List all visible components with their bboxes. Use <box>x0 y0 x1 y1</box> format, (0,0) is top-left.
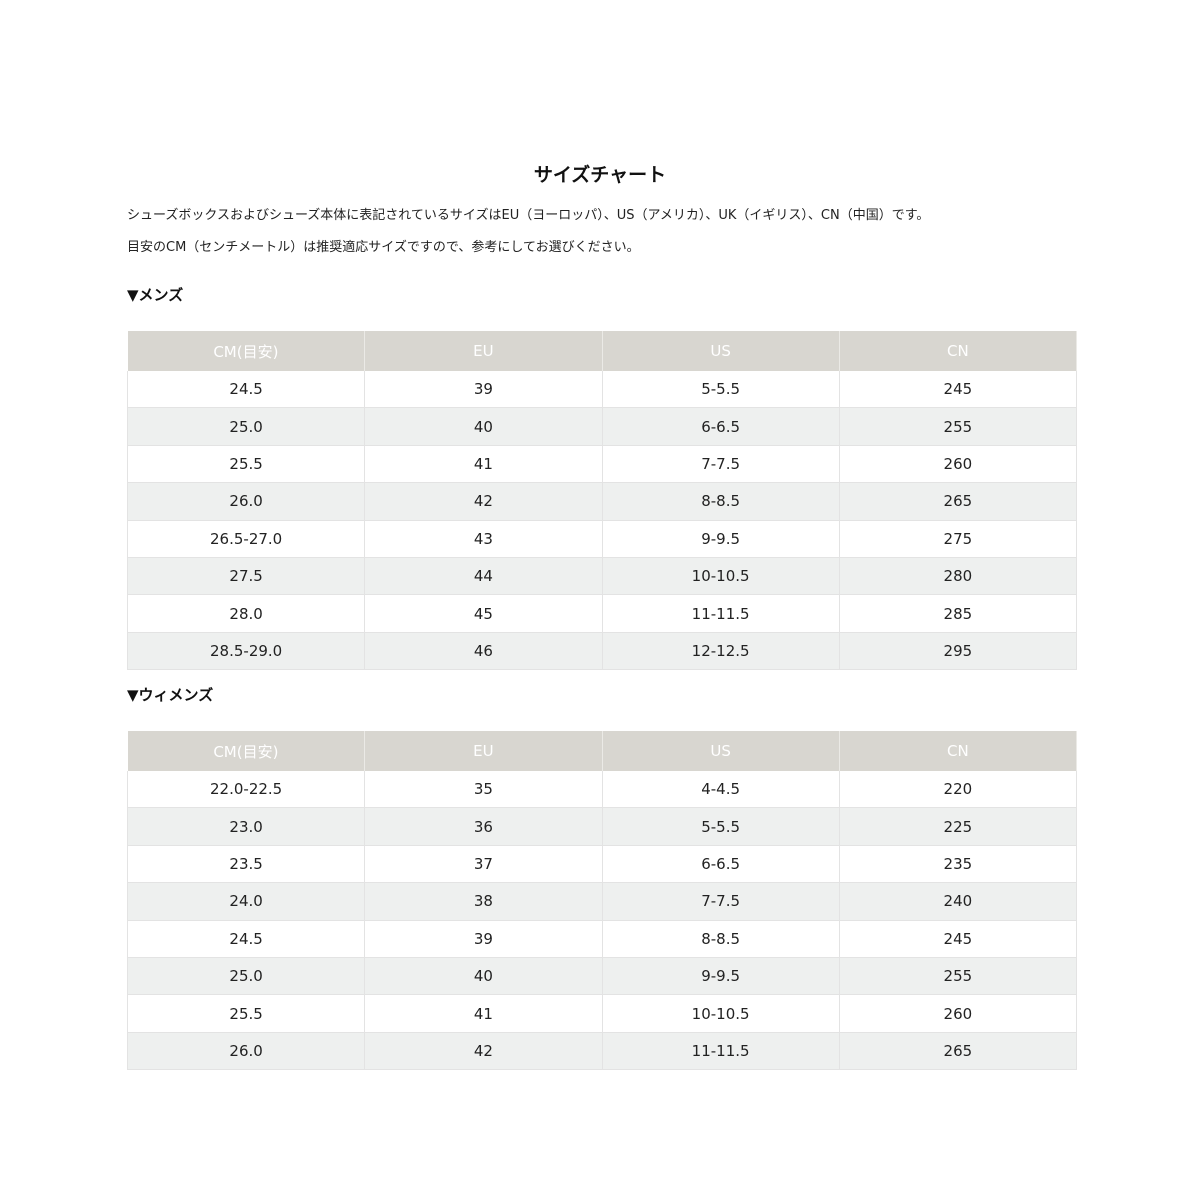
table-cell: 26.0 <box>126 482 366 521</box>
table-cell: 6-6.5 <box>601 407 840 446</box>
table-header-row: CM(目安) EU US CN <box>127 731 1078 771</box>
womens-heading: ▼ウィメンズ <box>127 686 214 704</box>
table-cell: 5-5.5 <box>601 807 840 846</box>
table-cell: 38 <box>364 882 603 921</box>
table-cell: 43 <box>364 520 603 558</box>
table-cell: 9-9.5 <box>601 520 840 558</box>
table-cell: 46 <box>364 632 603 671</box>
table-cell: 255 <box>838 407 1078 446</box>
table-cell: 39 <box>364 371 603 409</box>
table-cell: 26.0 <box>126 1032 366 1071</box>
table-cell: 260 <box>838 994 1078 1033</box>
table-row: 25.5 41 7-7.5 260 <box>126 445 1078 484</box>
table-row: 26.5-27.0 43 9-9.5 275 <box>126 520 1078 558</box>
table-cell: 44 <box>364 557 603 596</box>
page-title: サイズチャート <box>533 164 667 186</box>
table-cell: 25.5 <box>126 994 366 1033</box>
table-cell: 5-5.5 <box>601 371 840 409</box>
table-cell: 25.5 <box>126 445 366 484</box>
table-cell: 8-8.5 <box>601 920 840 958</box>
table-cell: 260 <box>838 445 1078 484</box>
table-row: 28.5-29.0 46 12-12.5 295 <box>126 632 1078 671</box>
table-cell: 235 <box>838 845 1078 884</box>
table-cell: 42 <box>364 482 603 521</box>
table-cell: 265 <box>838 1032 1078 1071</box>
table-cell: 10-10.5 <box>601 557 840 596</box>
table-cell: 9-9.5 <box>601 957 840 996</box>
table-cell: 225 <box>838 807 1078 846</box>
table-cell: 295 <box>838 632 1078 671</box>
table-row: 25.0 40 6-6.5 255 <box>126 407 1078 446</box>
table-cell: 45 <box>364 594 603 633</box>
column-header: US <box>602 331 840 371</box>
table-cell: 39 <box>364 920 603 958</box>
intro-line-2: 目安のCM（センチメートル）は推奨適応サイズですので、参考にしてお選びください。 <box>127 240 640 255</box>
column-header: EU <box>364 731 603 771</box>
column-header: CM(目安) <box>127 331 366 371</box>
table-cell: 25.0 <box>126 957 366 996</box>
table-cell: 40 <box>364 407 603 446</box>
table-cell: 220 <box>838 771 1078 809</box>
column-header: CM(目安) <box>127 731 366 771</box>
table-cell: 41 <box>364 445 603 484</box>
table-cell: 6-6.5 <box>601 845 840 884</box>
table-cell: 27.5 <box>126 557 366 596</box>
table-cell: 4-4.5 <box>601 771 840 809</box>
table-cell: 36 <box>364 807 603 846</box>
table-cell: 245 <box>838 920 1078 958</box>
table-row: 25.0 40 9-9.5 255 <box>126 957 1078 996</box>
table-cell: 23.0 <box>126 807 366 846</box>
table-cell: 25.0 <box>126 407 366 446</box>
table-cell: 37 <box>364 845 603 884</box>
table-cell: 24.5 <box>126 920 366 958</box>
table-cell: 285 <box>838 594 1078 633</box>
table-cell: 24.0 <box>126 882 366 921</box>
table-cell: 10-10.5 <box>601 994 840 1033</box>
table-cell: 22.0-22.5 <box>126 771 366 809</box>
table-cell: 24.5 <box>126 371 366 409</box>
table-row: 24.5 39 5-5.5 245 <box>126 371 1078 409</box>
mens-heading: ▼メンズ <box>127 286 184 304</box>
table-row: 28.0 45 11-11.5 285 <box>126 594 1078 633</box>
womens-size-table: CM(目安) EU US CN 22.0-22.5 35 4-4.5 220 23.0 36 5-… <box>126 731 1078 1071</box>
table-cell: 240 <box>838 882 1078 921</box>
mens-size-table: CM(目安) EU US CN 24.5 39 5-5.5 245 25.0 40 6-6.5 25… <box>126 331 1078 671</box>
table-cell: 275 <box>838 520 1078 558</box>
table-cell: 11-11.5 <box>601 1032 840 1071</box>
table-cell: 8-8.5 <box>601 482 840 521</box>
table-row: 22.0-22.5 35 4-4.5 220 <box>126 771 1078 809</box>
column-header: CN <box>839 731 1078 771</box>
table-cell: 41 <box>364 994 603 1033</box>
table-row: 27.5 44 10-10.5 280 <box>126 557 1078 596</box>
table-cell: 26.5-27.0 <box>126 520 366 558</box>
column-header: CN <box>839 331 1078 371</box>
table-row: 26.0 42 8-8.5 265 <box>126 482 1078 521</box>
table-cell: 245 <box>838 371 1078 409</box>
intro-line-1: シューズボックスおよびシューズ本体に表記されているサイズはEU（ヨーロッパ）、U… <box>127 208 930 223</box>
table-cell: 7-7.5 <box>601 445 840 484</box>
table-cell: 255 <box>838 957 1078 996</box>
table-row: 24.5 39 8-8.5 245 <box>126 920 1078 958</box>
table-row: 23.5 37 6-6.5 235 <box>126 845 1078 884</box>
table-row: 26.0 42 11-11.5 265 <box>126 1032 1078 1071</box>
column-header: US <box>602 731 840 771</box>
table-cell: 35 <box>364 771 603 809</box>
table-cell: 23.5 <box>126 845 366 884</box>
table-cell: 7-7.5 <box>601 882 840 921</box>
table-row: 25.5 41 10-10.5 260 <box>126 994 1078 1033</box>
table-cell: 28.0 <box>126 594 366 633</box>
table-cell: 40 <box>364 957 603 996</box>
table-cell: 28.5-29.0 <box>126 632 366 671</box>
table-row: 24.0 38 7-7.5 240 <box>126 882 1078 921</box>
column-header: EU <box>364 331 603 371</box>
table-header-row: CM(目安) EU US CN <box>127 331 1078 371</box>
table-cell: 265 <box>838 482 1078 521</box>
table-cell: 42 <box>364 1032 603 1071</box>
table-cell: 280 <box>838 557 1078 596</box>
table-cell: 11-11.5 <box>601 594 840 633</box>
table-row: 23.0 36 5-5.5 225 <box>126 807 1078 846</box>
table-cell: 12-12.5 <box>601 632 840 671</box>
